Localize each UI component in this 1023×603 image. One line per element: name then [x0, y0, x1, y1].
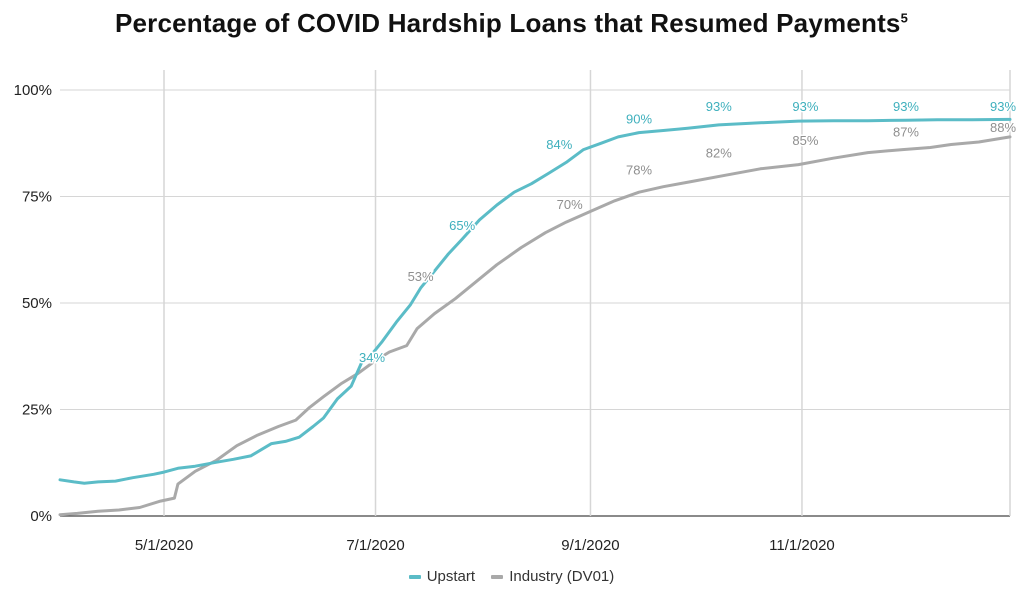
y-tick-label: 75% [22, 189, 52, 206]
industry-data-label: 53% [408, 269, 434, 284]
x-tick-label: 5/1/2020 [135, 537, 193, 554]
upstart-data-label: 93% [792, 99, 818, 114]
upstart-data-label: 93% [990, 99, 1016, 114]
industry-data-label: 78% [626, 163, 652, 178]
industry-data-label: 85% [792, 133, 818, 148]
upstart-data-label: 93% [706, 99, 732, 114]
y-tick-label: 100% [14, 82, 52, 99]
axes: 0% 25% 50% 75% 100% 5/1/2020 7/1/2020 9/1/2020 1… [14, 82, 835, 554]
upstart-data-label: 93% [893, 99, 919, 114]
gridlines [60, 70, 1011, 517]
legend-label-industry: Industry (DV01) [509, 568, 615, 585]
y-tick-label: 25% [22, 402, 52, 419]
industry-line [58, 135, 1012, 517]
upstart-data-label: 65% [449, 218, 475, 233]
legend-item-industry[interactable]: Industry (DV01) [491, 568, 614, 585]
legend-swatch-upstart [408, 575, 421, 580]
upstart-line [58, 117, 1012, 485]
industry-data-label: 70% [557, 197, 583, 212]
industry-data-label: 82% [706, 146, 732, 161]
chart-title-footnote: 5 [900, 10, 909, 26]
legend: Upstart Industry (DV01) [0, 568, 1023, 585]
x-tick-label: 11/1/2020 [769, 537, 835, 554]
x-tick-label: 9/1/2020 [561, 537, 619, 554]
industry-data-label: 87% [893, 124, 919, 139]
y-tick-label: 50% [22, 295, 52, 312]
industry-data-label: 88% [990, 120, 1016, 135]
upstart-data-label: 34% [359, 350, 385, 365]
upstart-data-label: 90% [626, 112, 652, 127]
legend-label-upstart: Upstart [426, 568, 476, 585]
y-tick-label: 0% [30, 508, 52, 525]
series [58, 117, 1012, 517]
legend-item-upstart[interactable]: Upstart [408, 568, 476, 585]
chart-title-text: Percentage of COVID Hardship Loans that … [114, 8, 901, 38]
upstart-data-label: 84% [546, 137, 572, 152]
data-labels: 34% 65% 84% 90% 93% 93% 93% 93% 53% 70% 78% 82% 85% 8… [358, 97, 1018, 366]
legend-swatch-industry [491, 575, 504, 580]
chart-title: Percentage of COVID Hardship Loans that … [0, 8, 1023, 39]
x-tick-label: 7/1/2020 [346, 537, 404, 554]
